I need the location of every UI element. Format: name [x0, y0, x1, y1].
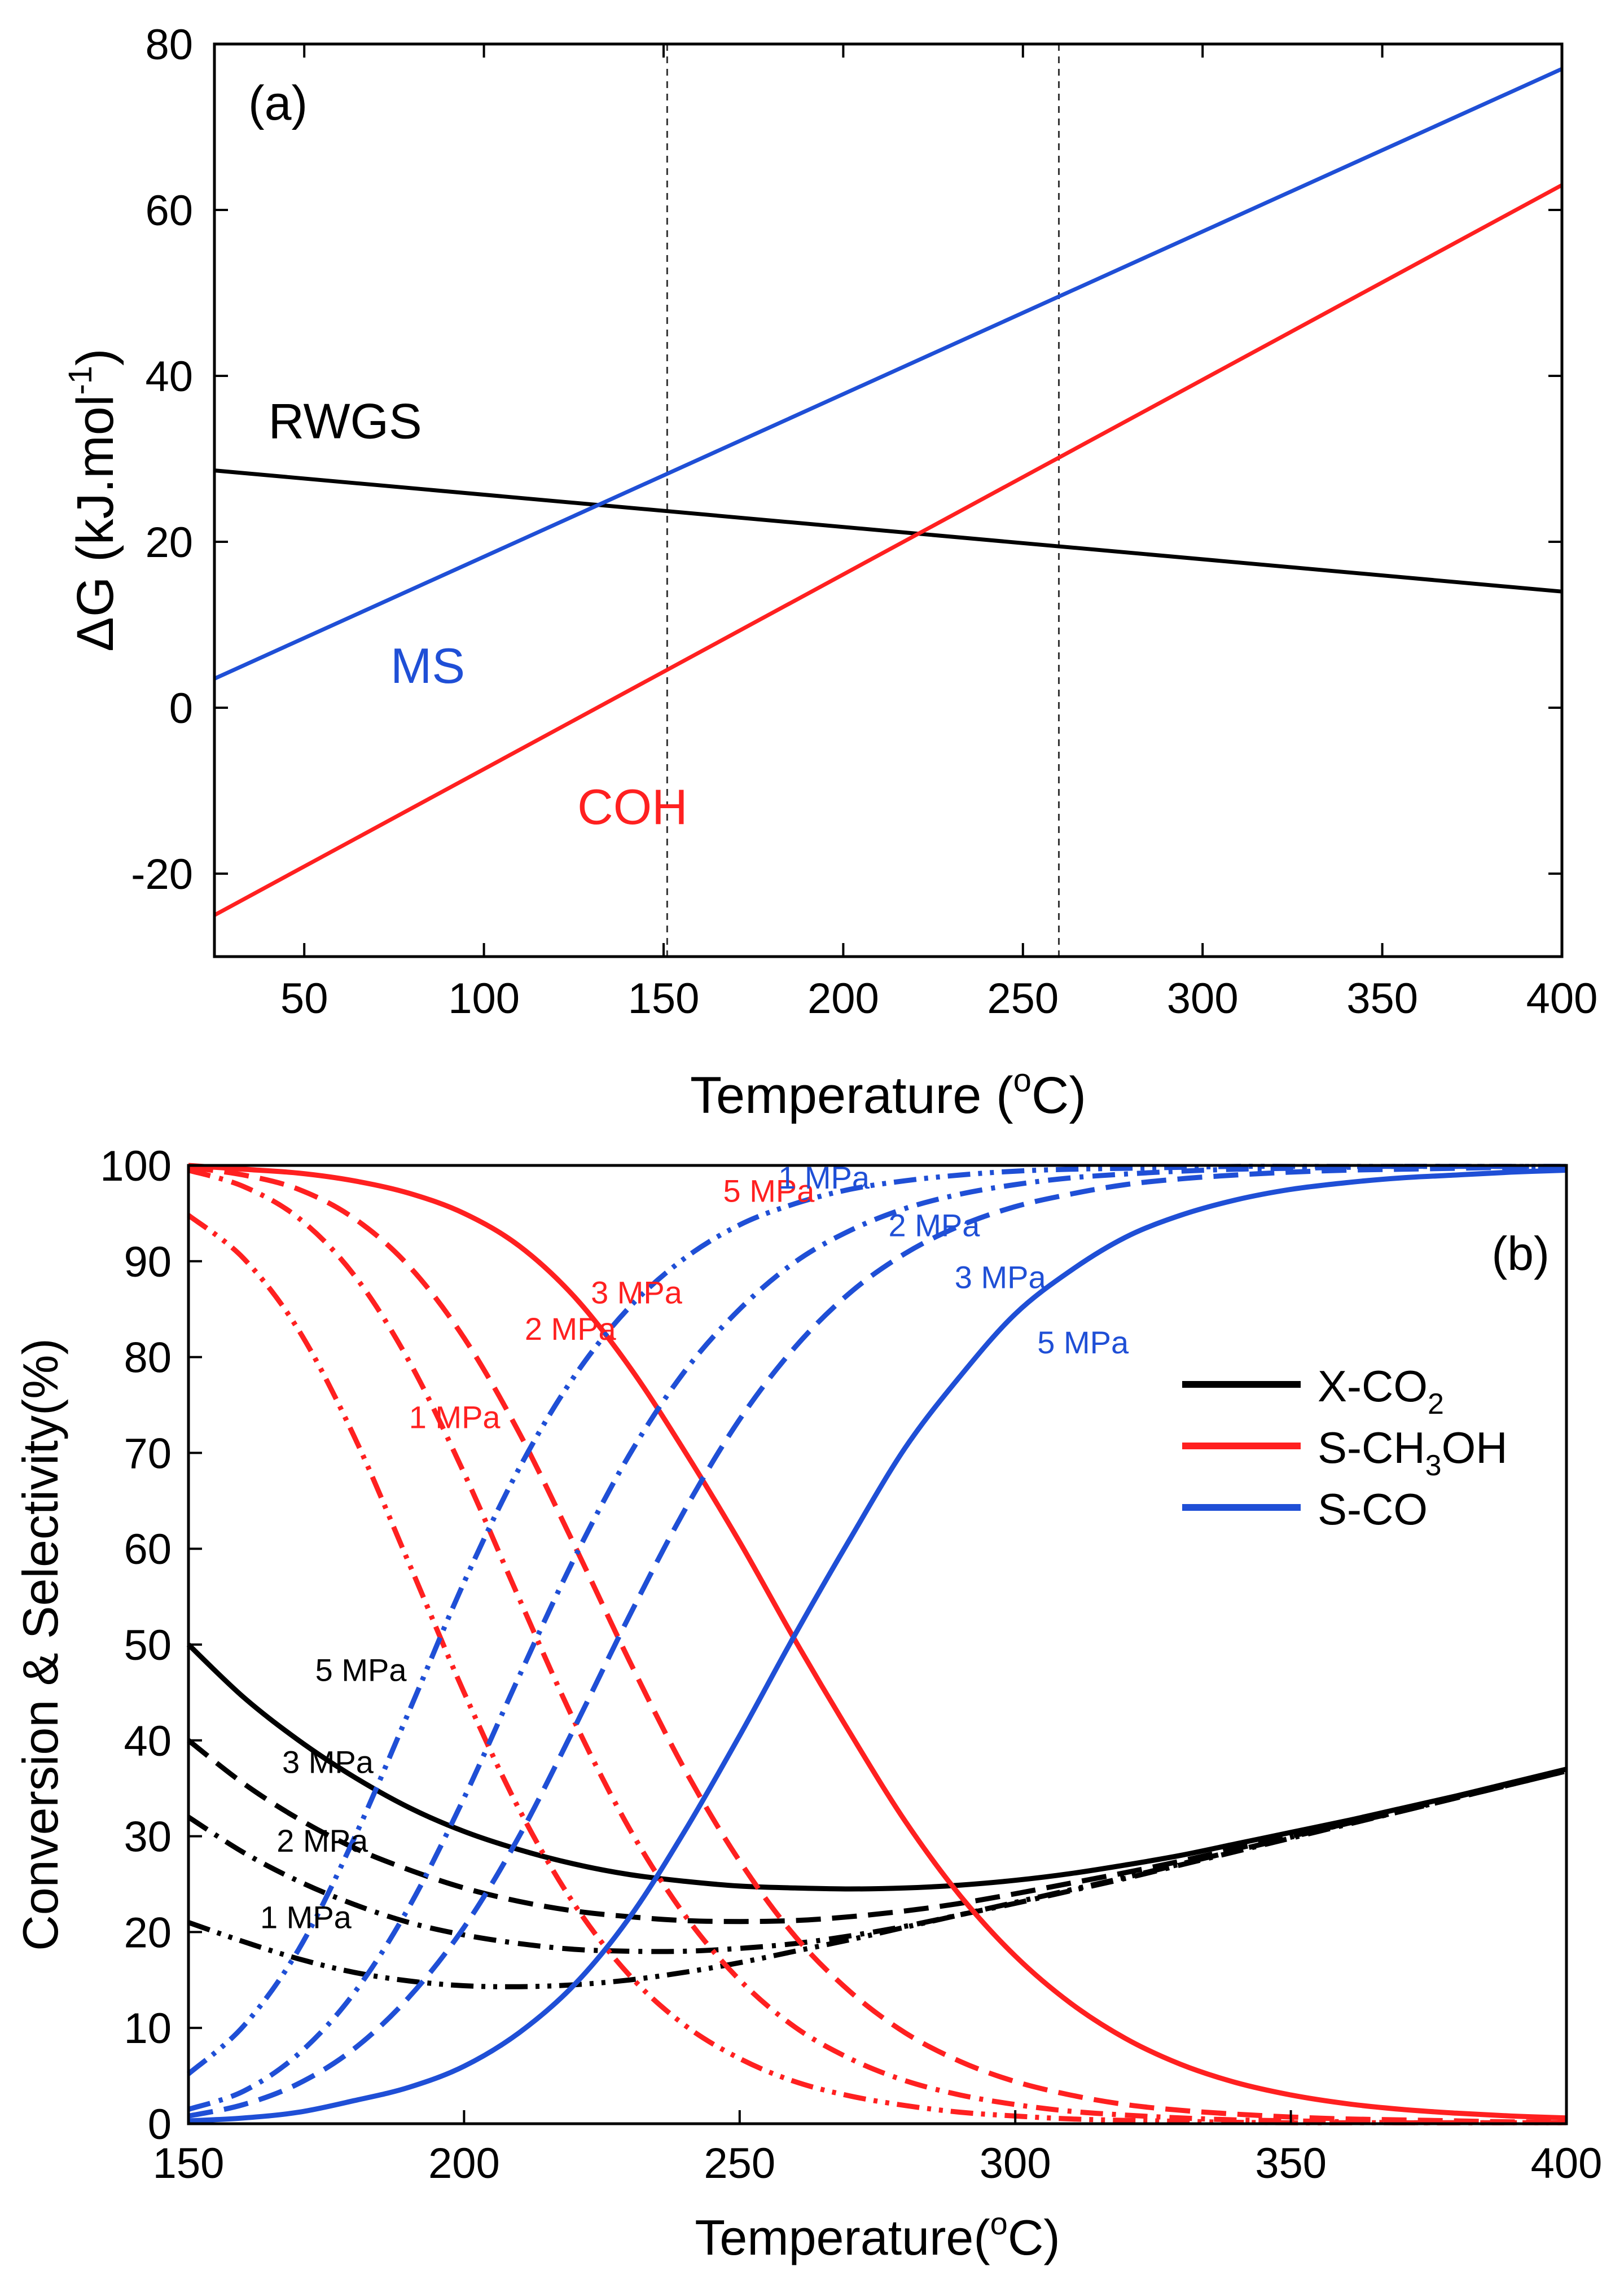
a-y-tick-label: 60 — [145, 187, 193, 235]
b-pressure-label: 3 MPa — [282, 1744, 374, 1780]
a-series-lines — [213, 67, 1563, 917]
panel-b: 150 200 250 300 350 400 0 10 20 30 40 50 60 70 80 90 10… — [12, 1142, 1602, 2265]
b-x-tick-label: 250 — [704, 2140, 775, 2187]
a-series-labels: RWGS MS COH — [269, 393, 688, 835]
b-x-tick-label: 200 — [428, 2140, 500, 2187]
b-curve-x-co2-1-mpa — [187, 1768, 1568, 1989]
b-pressure-label: 1 MPa — [778, 1160, 870, 1195]
b-panel-label: (b) — [1491, 1227, 1550, 1280]
b-x-tick-label: 150 — [153, 2140, 225, 2187]
b-curve-s-co-3-mpa — [188, 1164, 1567, 2119]
b-x-axis-label: Temperature(oC) — [695, 2206, 1060, 2265]
a-x-tick-label: 100 — [448, 975, 520, 1023]
b-pressure-label: 5 MPa — [1037, 1325, 1129, 1360]
b-pressure-label: 1 MPa — [409, 1399, 501, 1435]
b-x-tick-label: 350 — [1255, 2140, 1327, 2187]
legend-entry-x-co2: X-CO2 — [1318, 1361, 1444, 1421]
a-line-rwgs — [214, 468, 1562, 594]
b-curve-s-ch3oh-5-mpa — [188, 1163, 1567, 2121]
b-pressure-label: 2 MPa — [525, 1311, 617, 1347]
b-y-ticks: 0 10 20 30 40 50 60 70 80 90 100 — [100, 1142, 202, 2149]
a-label-coh: COH — [577, 779, 688, 835]
panel-a: 50 100 150 200 250 300 350 400 -20 0 20 40 60 80 RWG… — [62, 21, 1597, 1124]
b-pressure-label: 5 MPa — [315, 1652, 407, 1688]
b-y-tick-label: 40 — [124, 1717, 172, 1765]
b-y-tick-label: 20 — [124, 1909, 172, 1957]
b-curve-x-co2-5-mpa — [186, 1642, 1568, 1892]
b-y-tick-label: 50 — [124, 1621, 172, 1669]
a-reference-lines — [666, 44, 1060, 957]
a-y-tick-label: 40 — [145, 353, 193, 401]
legend-entry-s-ch3oh: S-CH3OH — [1318, 1423, 1508, 1482]
a-plot-frame — [213, 42, 1564, 958]
a-x-tick-label: 350 — [1346, 975, 1418, 1023]
b-pressure-label: 1 MPa — [260, 1900, 352, 1935]
b-y-tick-label: 60 — [124, 1525, 172, 1573]
b-legend: X-CO2 S-CH3OH S-CO — [1182, 1361, 1508, 1534]
b-y-tick-label: 70 — [124, 1430, 172, 1478]
b-y-tick-label: 0 — [148, 2101, 172, 2149]
b-curve-s-ch3oh-2-mpa — [187, 1168, 1566, 2125]
a-x-tick-label: 250 — [987, 975, 1059, 1023]
a-x-ticks: 50 100 150 200 250 300 350 400 — [280, 44, 1597, 1023]
b-y-tick-label: 30 — [124, 1813, 172, 1861]
b-y-tick-label: 10 — [124, 2005, 172, 2053]
a-label-rwgs: RWGS — [269, 393, 422, 449]
b-y-axis-label: Conversion & Selectivity(%) — [12, 1338, 68, 1951]
b-curve-s-ch3oh-3-mpa — [188, 1164, 1567, 2125]
a-label-ms: MS — [390, 638, 465, 694]
a-y-tick-label: 20 — [145, 519, 193, 567]
b-pressure-label: 5 MPa — [723, 1173, 815, 1209]
legend-entry-s-co: S-CO — [1318, 1484, 1428, 1534]
b-pressure-label: 3 MPa — [591, 1275, 683, 1310]
a-x-axis-label: Temperature (oC) — [690, 1062, 1086, 1124]
a-x-tick-label: 300 — [1167, 975, 1239, 1023]
a-line-coh — [213, 183, 1563, 917]
a-line-ms — [213, 67, 1563, 681]
a-x-tick-label: 200 — [807, 975, 879, 1023]
b-pressure-label: 2 MPa — [889, 1208, 981, 1243]
a-y-tick-label: -20 — [131, 851, 193, 898]
b-x-tick-label: 400 — [1531, 2140, 1603, 2187]
a-x-tick-label: 50 — [280, 975, 328, 1023]
b-y-tick-label: 100 — [100, 1142, 172, 1190]
b-x-tick-label: 300 — [980, 2140, 1051, 2187]
a-y-tick-label: 0 — [169, 685, 193, 733]
b-curve-s-co-5-mpa — [188, 1168, 1567, 2124]
a-y-axis-label: ΔG (kJ.mol-1) — [62, 348, 124, 651]
a-panel-label: (a) — [248, 76, 308, 130]
a-x-tick-label: 150 — [628, 975, 700, 1023]
b-pressure-label: 2 MPa — [276, 1823, 368, 1858]
b-pressure-label: 3 MPa — [955, 1259, 1047, 1295]
b-x-ticks: 150 200 250 300 350 400 — [153, 2110, 1603, 2187]
b-curve-s-ch3oh-1-mpa — [187, 1213, 1566, 2125]
a-y-tick-label: 80 — [145, 21, 193, 69]
a-y-ticks: -20 0 20 40 60 80 — [131, 21, 1562, 898]
b-y-tick-label: 90 — [124, 1238, 172, 1286]
b-y-tick-label: 80 — [124, 1334, 172, 1382]
a-x-tick-label: 400 — [1526, 975, 1598, 1023]
